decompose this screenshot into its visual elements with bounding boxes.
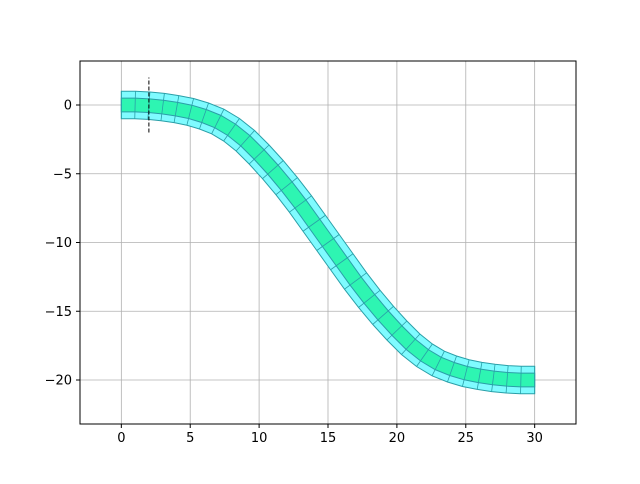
x-tick-label: 20: [389, 431, 406, 446]
x-tick-label: 15: [320, 431, 337, 446]
y-tick-label: −5: [53, 167, 72, 182]
x-tick-label: 5: [186, 431, 194, 446]
x-tick-label: 30: [526, 431, 543, 446]
y-tick-label: −15: [45, 305, 72, 320]
x-tick-label: 0: [117, 431, 125, 446]
x-tick-label: 10: [251, 431, 268, 446]
y-tick-label: −20: [45, 374, 72, 389]
y-tick-label: 0: [64, 99, 72, 114]
x-tick-label: 25: [458, 431, 475, 446]
ticks: 0 5 10 15 20 25 30 0 −5 −10 −15 −20: [45, 99, 543, 447]
y-tick-label: −10: [45, 236, 72, 251]
